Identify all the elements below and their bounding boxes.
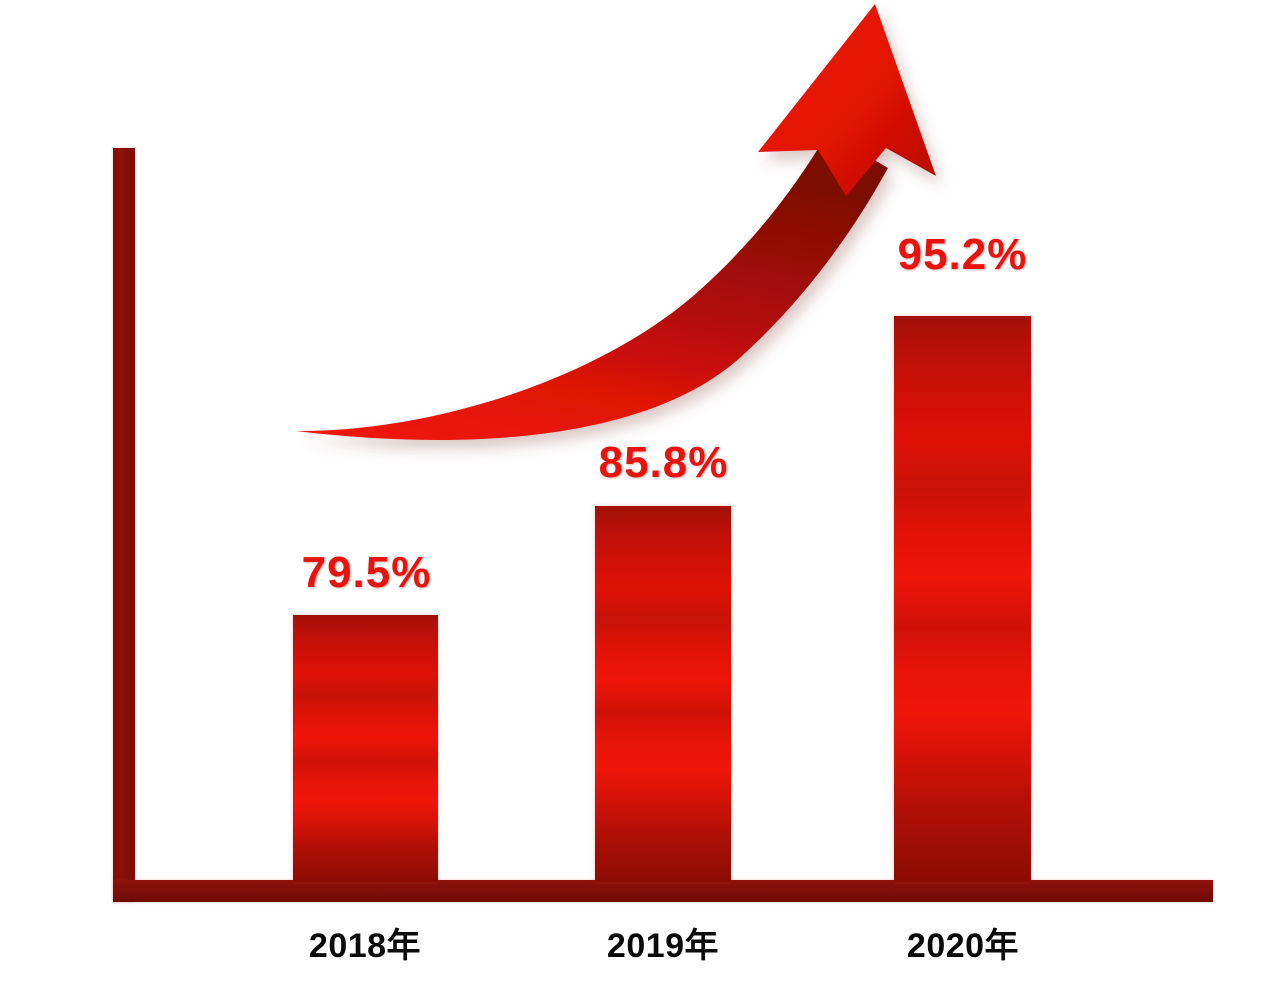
value-label-2020: 95.2% [897, 230, 1028, 279]
category-label-2020: 2020年 [906, 927, 1020, 965]
bar-2019 [595, 506, 731, 882]
category-label-2019: 2019年 [606, 927, 720, 965]
growth-arrow-tail [296, 132, 888, 441]
value-label-2018: 79.5% [301, 548, 432, 597]
category-label-2018: 2018年 [308, 927, 422, 965]
x-axis [113, 880, 1213, 902]
growth-arrow-head [758, 4, 936, 196]
y-axis [113, 148, 135, 902]
bar-2018 [293, 615, 438, 882]
bar-2020 [894, 316, 1031, 882]
value-label-2019: 85.8% [598, 438, 729, 487]
